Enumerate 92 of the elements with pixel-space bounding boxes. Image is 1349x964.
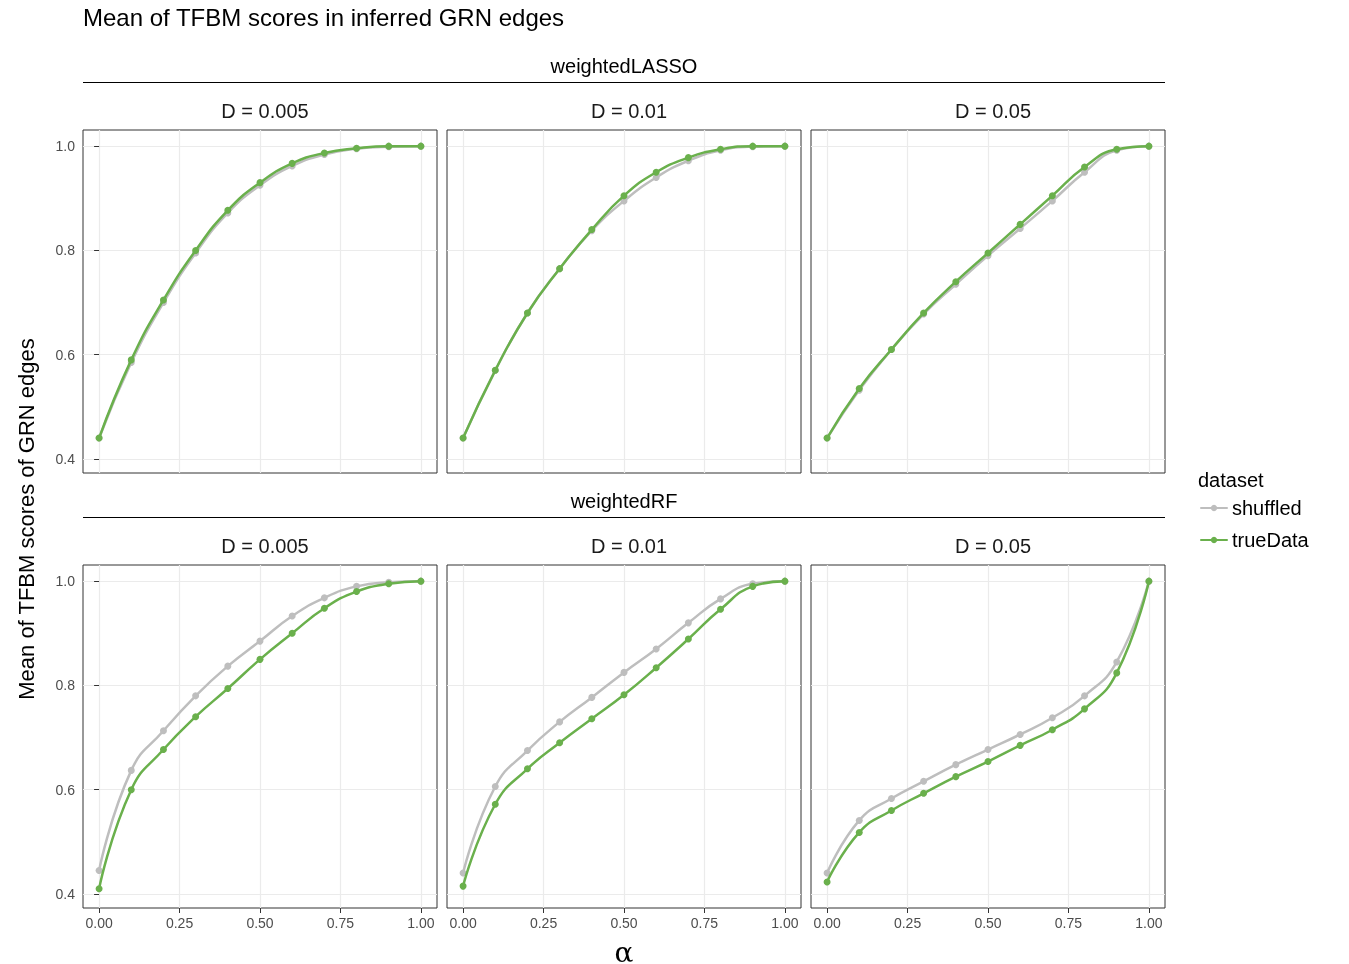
point [192, 692, 200, 700]
chart-subtitle: D = 0.05 [954, 535, 1032, 557]
text: weightedRF [83, 490, 1165, 518]
chart-subtitle: D = 0.05 [954, 100, 1032, 122]
point [353, 588, 361, 596]
point [1016, 220, 1024, 228]
point [1048, 714, 1056, 722]
x-tick-label: 0.25 [165, 915, 194, 931]
y-tick-label: 0.8 [55, 242, 76, 259]
x-tick-label: 0.25 [893, 915, 922, 931]
point [887, 807, 895, 815]
point [717, 595, 725, 603]
x-tick-label: 0.25 [529, 915, 558, 931]
chart-subtitle: D = 0.01 [590, 100, 668, 122]
point [984, 758, 992, 766]
point [684, 635, 692, 643]
point [1048, 192, 1056, 200]
point [588, 693, 596, 701]
point [620, 192, 628, 200]
y-tick-label: 1.0 [55, 138, 76, 155]
point [523, 765, 531, 773]
point [288, 629, 296, 637]
point [620, 691, 628, 699]
chart-subtitle: D = 0.005 [221, 535, 309, 557]
chart-subtitle: D = 0.005 [221, 100, 309, 122]
point [95, 866, 103, 874]
point [556, 739, 564, 747]
point [984, 746, 992, 754]
point [159, 746, 167, 754]
x-tick-label: 1.00 [407, 915, 435, 931]
x-axis-title: α [614, 935, 634, 964]
point [523, 747, 531, 755]
point [1113, 658, 1121, 666]
y-tick-label: 0.8 [55, 677, 76, 694]
point [1113, 669, 1121, 677]
point [320, 594, 328, 602]
point [1048, 726, 1056, 734]
legend-label: trueData [1232, 529, 1310, 551]
point [1016, 730, 1024, 738]
point [224, 685, 232, 693]
point [855, 828, 863, 836]
point [556, 718, 564, 726]
point [256, 655, 264, 663]
point [491, 783, 499, 791]
y-tick-label: 1.0 [55, 573, 76, 590]
point [652, 645, 660, 653]
point [159, 727, 167, 735]
chart-subtitle: D = 0.01 [590, 535, 668, 557]
point [491, 800, 499, 808]
point [192, 713, 200, 721]
x-tick-label: 1.00 [771, 915, 799, 931]
text: weightedLASSO [83, 55, 1165, 83]
x-tick-label: 1.00 [1135, 915, 1163, 931]
point [588, 715, 596, 723]
y-tick-label: 0.6 [55, 346, 76, 363]
point [952, 761, 960, 769]
point [1016, 741, 1024, 749]
point [652, 168, 660, 176]
y-axis-title: Mean of TFBM scores of GRN edges [14, 338, 40, 700]
y-tick-label: 0.6 [55, 781, 76, 798]
point [684, 619, 692, 627]
x-tick-label: 0.50 [974, 915, 1002, 931]
x-tick-label: 0.75 [326, 915, 355, 931]
point [920, 789, 928, 797]
x-tick-label: 0.50 [246, 915, 274, 931]
point [920, 777, 928, 785]
point [1081, 705, 1089, 713]
y-tick-label: 0.4 [55, 450, 76, 467]
x-tick-label: 0.50 [610, 915, 638, 931]
point [224, 662, 232, 670]
legend-label: shuffled [1232, 497, 1302, 519]
point [320, 604, 328, 612]
point [887, 795, 895, 803]
x-tick-label: 0.75 [690, 915, 719, 931]
point [717, 605, 725, 613]
point [288, 612, 296, 620]
point [952, 773, 960, 781]
chart-title: Mean of TFBM scores in inferred GRN edges [83, 4, 565, 32]
legend-title: dataset [1198, 469, 1265, 491]
x-tick-label: 0.00 [449, 915, 477, 931]
point [95, 885, 103, 893]
x-tick-label: 0.75 [1054, 915, 1083, 931]
y-tick-label: 0.4 [55, 885, 76, 902]
point [1081, 163, 1089, 171]
point [127, 766, 135, 774]
point [620, 668, 628, 676]
point [127, 786, 135, 794]
x-tick-label: 0.00 [85, 915, 113, 931]
point [855, 816, 863, 824]
x-tick-label: 0.00 [813, 915, 841, 931]
point [1081, 692, 1089, 700]
point [652, 664, 660, 672]
